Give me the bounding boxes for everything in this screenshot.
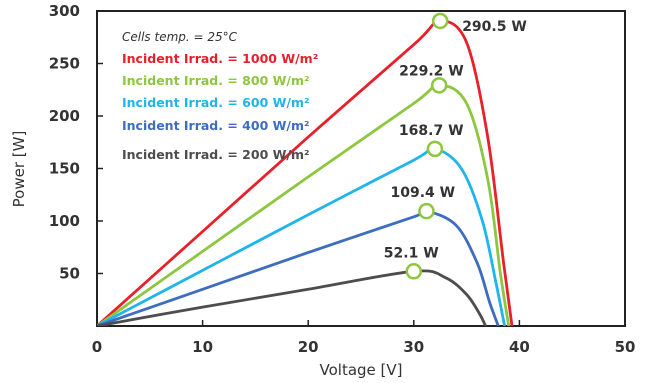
x-tick-label: 40 [509,338,530,356]
series-line-3 [97,209,500,326]
temperature-note: Cells temp. = 25°C [122,30,238,44]
x-axis-title: Voltage [V] [320,361,403,379]
peak-marker [405,263,423,280]
x-tick-label: 50 [615,338,636,356]
series-line-4 [97,269,487,326]
legend-entry-200: Incident Irrad. = 200 W/m² [122,147,309,162]
axis-ticks: 0 10 20 30 40 50 50 100 150 200 250 300 [49,2,636,356]
y-tick-label: 50 [59,265,80,283]
y-tick-label: 100 [49,212,80,230]
y-tick-label: 150 [49,160,80,178]
x-tick-label: 10 [192,338,213,356]
peak-markers: 290.5 W 229.2 W 168.7 W 109.4 W 52.1 W [384,12,527,280]
legend-entry-600: Incident Irrad. = 600 W/m² [122,95,309,110]
peak-marker [430,77,448,94]
x-tick-label: 20 [298,338,319,356]
peak-marker [426,140,444,158]
peak-label: 109.4 W [390,185,455,201]
peak-marker [418,202,435,220]
y-tick-label: 250 [49,55,80,73]
legend-entry-400: Incident Irrad. = 400 W/m² [122,118,309,133]
x-tick-label: 30 [403,338,424,356]
peak-label: 290.5 W [462,19,527,35]
legend-entry-800: Incident Irrad. = 800 W/m² [122,73,309,88]
peak-label: 52.1 W [384,245,439,261]
y-tick-label: 200 [49,107,80,125]
legend-entry-1000: Incident Irrad. = 1000 W/m² [122,51,318,66]
peak-label: 229.2 W [399,63,464,79]
peak-label: 168.7 W [399,123,464,139]
series-line-2 [97,147,506,326]
y-axis-title: Power [W] [10,131,28,208]
peak-marker [431,12,449,30]
x-tick-label: 0 [92,338,102,356]
y-tick-label: 300 [49,2,80,20]
